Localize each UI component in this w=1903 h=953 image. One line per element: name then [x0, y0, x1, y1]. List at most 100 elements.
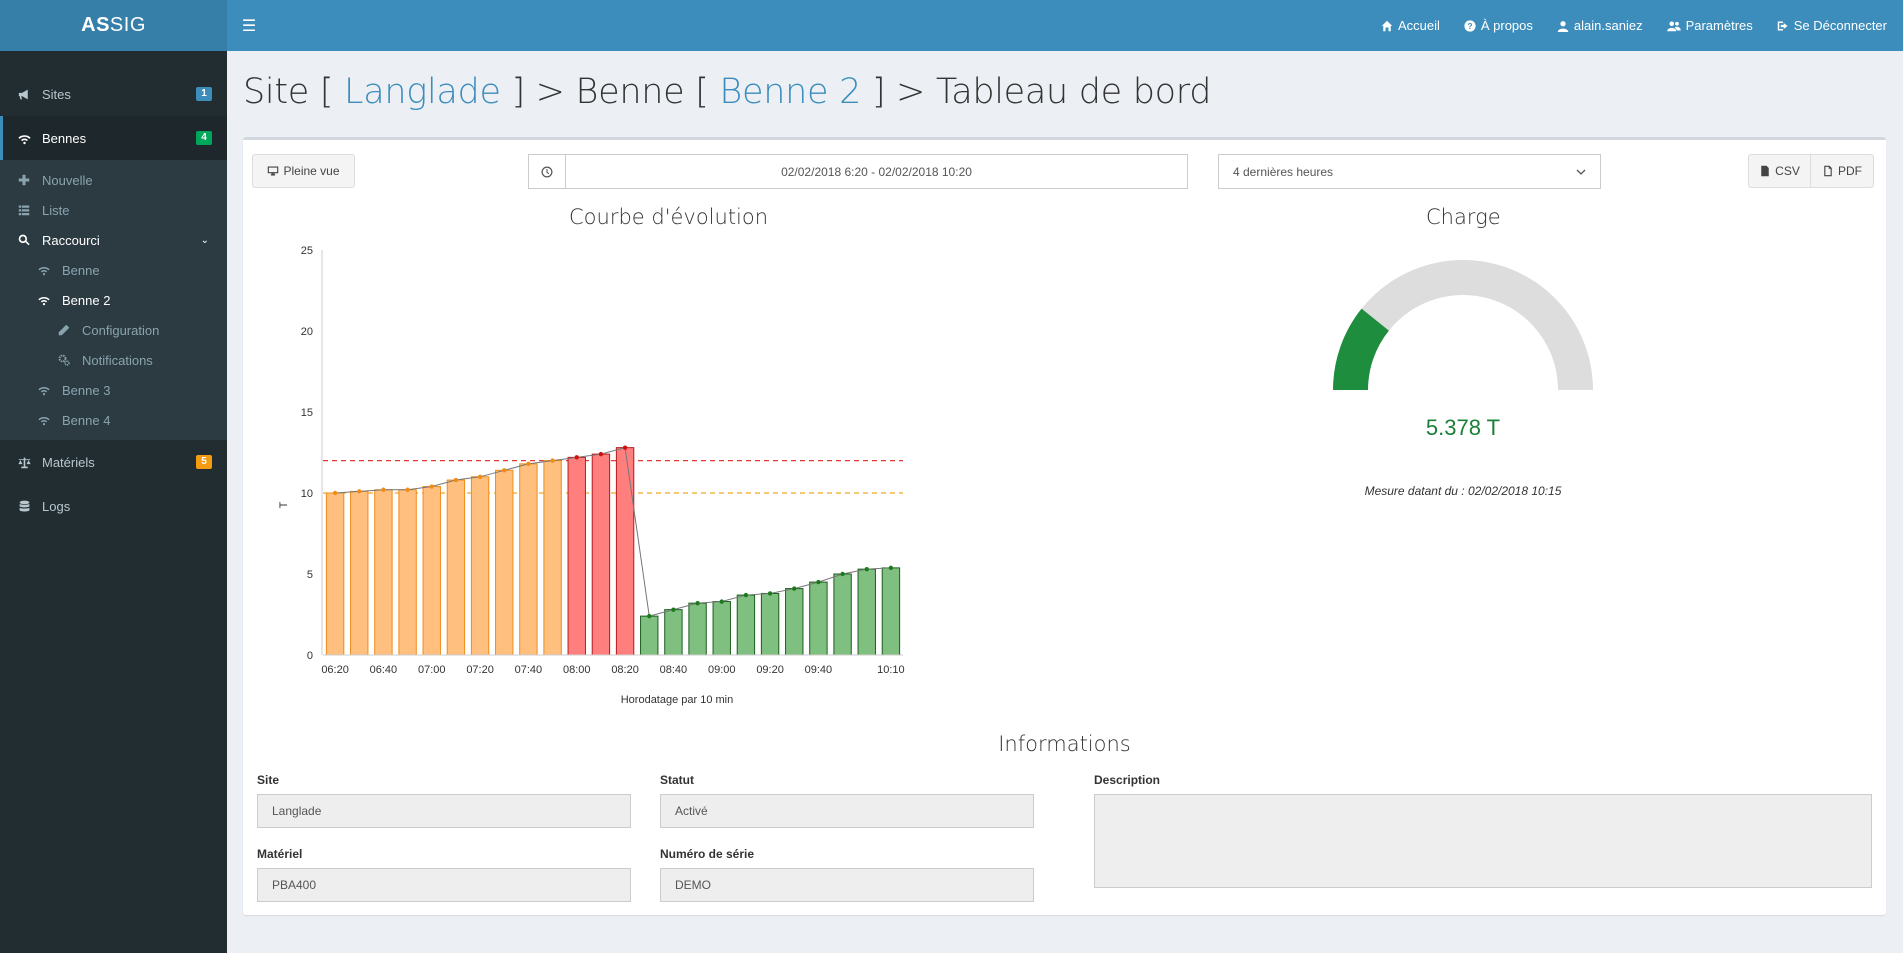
export-csv-button[interactable]: CSV	[1748, 154, 1811, 188]
chart-bar[interactable]	[446, 479, 466, 656]
sidebar-item-liste[interactable]: Liste	[0, 195, 227, 225]
nav-parametres-link[interactable]: Paramètres	[1655, 0, 1765, 51]
chart-point[interactable]	[598, 451, 604, 457]
chart-point[interactable]	[574, 455, 579, 460]
materiel-field[interactable]: PBA400	[257, 868, 631, 902]
svg-text:?: ?	[1467, 22, 1472, 31]
title-site-link[interactable]: Langlade	[344, 72, 501, 112]
chart-point[interactable]	[502, 468, 507, 473]
export-pdf-label: PDF	[1838, 164, 1862, 178]
description-field[interactable]	[1094, 794, 1872, 888]
chart-point[interactable]	[526, 461, 531, 467]
nav-accueil-link[interactable]: Accueil	[1369, 0, 1452, 51]
chart-point[interactable]	[671, 607, 676, 612]
sidebar-item-raccourci[interactable]: Raccourci ⌄	[0, 225, 227, 255]
chart-point[interactable]	[453, 477, 459, 483]
chart-bar[interactable]	[470, 476, 490, 656]
chart-point[interactable]	[477, 474, 483, 479]
chart-point[interactable]	[816, 579, 821, 585]
plus-icon	[18, 174, 30, 186]
chart-bar[interactable]	[543, 460, 562, 656]
chart-bar[interactable]	[881, 567, 901, 656]
chart-point[interactable]	[767, 591, 773, 596]
sidebar-item-benne[interactable]: Benne	[0, 255, 227, 285]
chart-bar[interactable]	[325, 492, 345, 656]
clock-addon	[529, 155, 566, 188]
chart-bar[interactable]	[664, 609, 683, 656]
chart-bar[interactable]	[640, 615, 659, 656]
sidebar-item-raccourci-label: Raccourci	[42, 232, 100, 248]
x-tick-label: 09:20	[756, 664, 784, 676]
chart-trend-line	[332, 445, 894, 619]
title-benne-link[interactable]: Benne 2	[719, 72, 862, 112]
brand-logo[interactable]: AS SIG	[0, 0, 227, 51]
chart-bar[interactable]	[760, 592, 780, 656]
sidebar-item-bennes[interactable]: Bennes 4	[0, 116, 227, 160]
daterange-value[interactable]: 02/02/2018 6:20 - 02/02/2018 10:20	[781, 164, 972, 179]
chart-point[interactable]	[381, 487, 386, 492]
chart-point[interactable]	[332, 490, 338, 496]
y-tick-label: 0	[307, 650, 313, 662]
export-pdf-button[interactable]: PDF	[1810, 154, 1874, 188]
chart-point[interactable]	[743, 592, 749, 598]
chart-bar[interactable]	[736, 594, 756, 656]
sidebar-item-notifications-label: Notifications	[82, 352, 153, 368]
chart-point[interactable]	[695, 600, 700, 606]
site-field-label: Site	[257, 773, 280, 787]
chart-bar[interactable]	[857, 568, 876, 656]
chart-bar[interactable]	[422, 486, 441, 656]
x-tick-label: 07:00	[418, 664, 446, 676]
chart-bar[interactable]	[374, 489, 393, 656]
chart-point[interactable]	[792, 586, 797, 591]
nav-logout-link[interactable]: Se Déconnecter	[1765, 0, 1903, 51]
chart-point[interactable]	[647, 613, 652, 619]
chart-bar[interactable]	[809, 581, 828, 656]
sidebar-item-notifications[interactable]: Notifications	[0, 345, 227, 375]
file-icon	[1761, 165, 1769, 177]
sidebar-toggle-button[interactable]: ☰	[227, 0, 271, 51]
chart-bar[interactable]	[785, 588, 804, 656]
fullview-label: Pleine vue	[283, 164, 340, 178]
top-navbar: ☰ Accueil ? À propos alain.saniez Paramè…	[227, 0, 1903, 51]
sidebar-item-materiels[interactable]: Matériels 5	[0, 440, 227, 484]
chart-bar[interactable]	[567, 456, 586, 656]
chart-bar[interactable]	[615, 447, 635, 656]
nav-apropos-link[interactable]: ? À propos	[1452, 0, 1545, 51]
sidebar-item-logs[interactable]: Logs	[0, 484, 227, 528]
fullview-button[interactable]: Pleine vue	[252, 154, 355, 188]
sidebar-item-sites-label: Sites	[42, 86, 71, 102]
nav-user-link[interactable]: alain.saniez	[1545, 0, 1655, 51]
wifi-icon	[38, 387, 50, 396]
chart-bar[interactable]	[350, 490, 369, 656]
chart-point[interactable]	[622, 445, 628, 450]
statut-field-label: Statut	[660, 773, 694, 787]
chart-point[interactable]	[357, 489, 362, 494]
chart-bar[interactable]	[688, 602, 707, 656]
statut-field[interactable]: Activé	[660, 794, 1034, 828]
chart-bar[interactable]	[398, 489, 417, 656]
sidebar-item-configuration[interactable]: Configuration	[0, 315, 227, 345]
chart-point[interactable]	[864, 566, 869, 572]
sidebar-item-sites[interactable]: Sites 1	[0, 72, 227, 116]
period-select[interactable]: 4 dernières heures	[1218, 154, 1601, 189]
chart-point[interactable]	[405, 487, 410, 492]
chart-point[interactable]	[888, 565, 894, 571]
site-field[interactable]: Langlade	[257, 794, 631, 828]
chart-point[interactable]	[550, 458, 555, 463]
chart-bar[interactable]	[519, 463, 538, 656]
chart-bar[interactable]	[712, 601, 731, 656]
sidebar-item-benne-4[interactable]: Benne 4	[0, 405, 227, 435]
chart-bar[interactable]	[495, 469, 514, 656]
daterange-picker[interactable]: 02/02/2018 6:20 - 02/02/2018 10:20	[528, 154, 1188, 189]
chart-point[interactable]	[719, 599, 724, 604]
sidebar-item-benne-2[interactable]: Benne 2	[0, 285, 227, 315]
hamburger-icon: ☰	[241, 17, 257, 35]
chart-bar[interactable]	[833, 573, 852, 656]
sidebar-item-nouvelle[interactable]: Nouvelle	[0, 165, 227, 195]
chart-point[interactable]	[429, 484, 434, 489]
serie-field[interactable]: DEMO	[660, 868, 1034, 902]
chart-bar[interactable]	[591, 453, 611, 656]
wifi-icon	[38, 417, 50, 426]
sidebar-item-benne-3[interactable]: Benne 3	[0, 375, 227, 405]
chart-point[interactable]	[840, 571, 845, 577]
